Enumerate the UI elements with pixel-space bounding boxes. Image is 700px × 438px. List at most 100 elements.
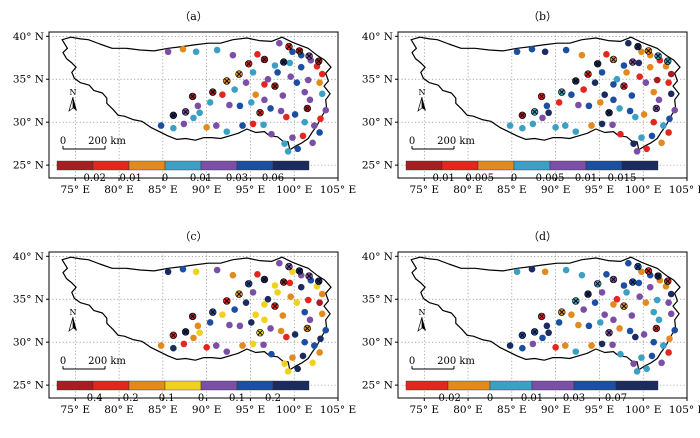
station-marker [223,348,231,355]
x-tick-label: 85° E [497,404,527,416]
colorbar-segment [441,160,479,171]
station-marker [261,96,268,104]
station-marker [603,51,610,58]
significant-station-marker [280,58,288,66]
station-marker [666,335,673,343]
station-marker [529,120,537,128]
colorbar-label: 0.03 [563,393,585,404]
x-tick-label: 95° E [236,404,266,416]
station-marker [655,96,663,104]
station-marker [561,122,569,129]
x-tick-label: 90° E [541,404,571,416]
station-marker [226,321,233,329]
station-marker [638,48,645,56]
station-marker [249,289,257,296]
station-marker [239,342,246,349]
x-tick-label: 105° E [320,184,356,196]
station-marker [572,348,580,355]
station-marker [626,327,634,335]
station-marker [317,335,324,343]
station-marker [157,342,165,349]
colorbar-label: 0.015 [608,173,637,184]
station-marker [541,48,549,56]
significant-station-marker [530,328,539,336]
station-marker [646,283,654,291]
station-marker [665,349,672,356]
station-marker [561,342,569,349]
significant-station-marker [572,77,580,85]
x-tick-label: 80° E [453,184,483,196]
significant-station-marker [518,111,527,120]
colorbar-segment [489,380,533,391]
y-tick-label: 40° N [362,31,393,43]
colorbar-segment [621,160,659,171]
station-marker [309,139,316,147]
station-marker [299,352,307,360]
x-tick-label: 95° E [236,184,266,196]
panel-c: （c） 75° E 80° E 85° E 90° E 95° E 100° E 105° E… [13,230,356,416]
station-marker [179,265,187,273]
station-marker [610,96,617,104]
colorbar-label: 0.01 [521,393,543,404]
station-marker [580,306,587,313]
significant-station-marker [271,302,279,310]
scale-distance-label: 200 km [88,136,126,147]
station-marker [598,289,606,296]
station-marker [636,293,644,300]
station-marker [610,316,617,324]
colorbar-segment [585,160,623,171]
station-marker [543,102,551,110]
colorbar-label: -0.01 [116,173,142,184]
significant-station-marker [652,104,661,113]
station-marker [301,308,309,316]
significant-station-marker [609,55,618,64]
station-marker [568,311,575,318]
station-marker [638,268,645,276]
station-marker [643,145,651,153]
station-marker [610,81,617,88]
station-marker [591,299,599,306]
station-marker [179,45,187,53]
significant-station-marker [305,52,313,60]
station-marker [322,326,330,334]
colorbar-label: -0.2 [119,393,138,404]
colorbar-segment [272,160,310,171]
station-marker [316,349,323,356]
station-marker [277,327,285,335]
station-marker [289,354,296,361]
station-marker [274,69,281,76]
station-marker [286,279,294,287]
station-marker [203,344,210,351]
station-marker [506,122,514,129]
station-marker [575,101,582,109]
station-marker [254,51,261,58]
colorbar-segment [92,160,130,171]
station-marker [213,266,221,274]
station-marker [568,91,575,98]
station-marker [665,79,672,86]
x-tick-label: 90° E [192,184,222,196]
colorbar-segment [549,160,587,171]
north-label: N [419,88,426,97]
station-marker [180,340,188,348]
station-marker [601,311,608,318]
station-marker [623,69,630,76]
station-marker [192,268,200,276]
significant-station-marker [181,328,190,336]
x-tick-label: 85° E [148,404,178,416]
station-marker [248,99,255,106]
y-tick-label: 35° N [362,294,393,306]
station-marker [289,134,296,141]
colorbar-segment [56,380,94,391]
station-marker [635,59,643,67]
station-marker [626,107,634,115]
station-marker [667,70,675,78]
scale-bar: 0 200 km [409,356,475,370]
colorbar-label: 0.1 [229,393,245,404]
significant-station-marker [620,82,628,90]
station-marker [316,79,323,86]
significant-station-marker [188,312,197,321]
station-marker [301,338,309,346]
station-marker [304,76,312,84]
